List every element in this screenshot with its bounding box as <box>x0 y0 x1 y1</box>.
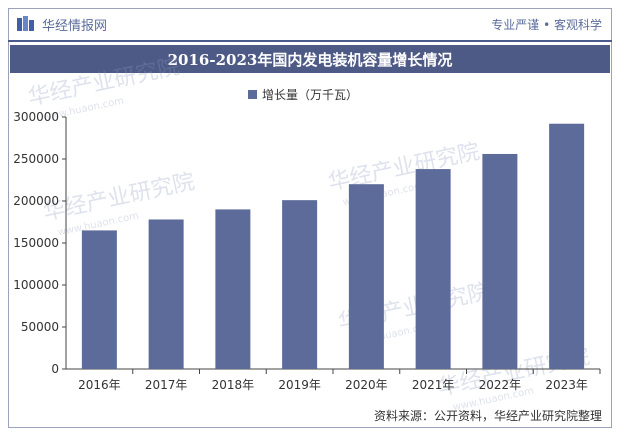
chart-title-bar: 2016-2023年国内发电装机容量增长情况 <box>10 45 610 73</box>
x-tick-label: 2021年 <box>412 378 455 392</box>
brand-logo-icon <box>17 16 34 31</box>
x-tick-label: 2016年 <box>78 378 121 392</box>
y-tick-label: 0 <box>51 362 59 376</box>
chart-title: 2016-2023年国内发电装机容量增长情况 <box>167 50 453 69</box>
x-tick-label: 2020年 <box>345 378 388 392</box>
legend-label: 增长量（万千瓦） <box>262 88 359 102</box>
x-tick-label: 2019年 <box>278 378 321 392</box>
x-tick-label: 2018年 <box>212 378 255 392</box>
slogan: 专业严谨 • 客观科学 <box>491 17 602 32</box>
bar-2 <box>215 209 251 369</box>
bar-3 <box>282 200 318 369</box>
y-tick-label: 250000 <box>13 152 59 166</box>
chart-legend: 增长量（万千瓦） <box>248 86 358 103</box>
header-bar: 华经情报网 专业严谨 • 客观科学 <box>8 8 612 42</box>
y-tick-label: 100000 <box>13 278 59 292</box>
bar-1 <box>148 219 184 369</box>
bar-5 <box>415 169 451 369</box>
legend-swatch <box>248 90 257 99</box>
y-tick-label: 200000 <box>13 194 59 208</box>
bar-7 <box>549 123 585 369</box>
source-note: 资料来源：公开资料，华经产业研究院整理 <box>373 409 602 423</box>
bar-0 <box>81 230 117 369</box>
y-tick-label: 50000 <box>21 320 59 334</box>
brand: 华经情报网 <box>16 15 107 34</box>
x-tick-label: 2023年 <box>545 378 588 392</box>
x-tick-label: 2017年 <box>145 378 188 392</box>
x-tick-label: 2022年 <box>479 378 522 392</box>
bar-6 <box>482 153 518 369</box>
y-tick-label: 300000 <box>13 110 59 124</box>
y-tick-label: 150000 <box>13 236 59 250</box>
brand-name: 华经情报网 <box>42 18 108 34</box>
bar-4 <box>348 184 384 369</box>
